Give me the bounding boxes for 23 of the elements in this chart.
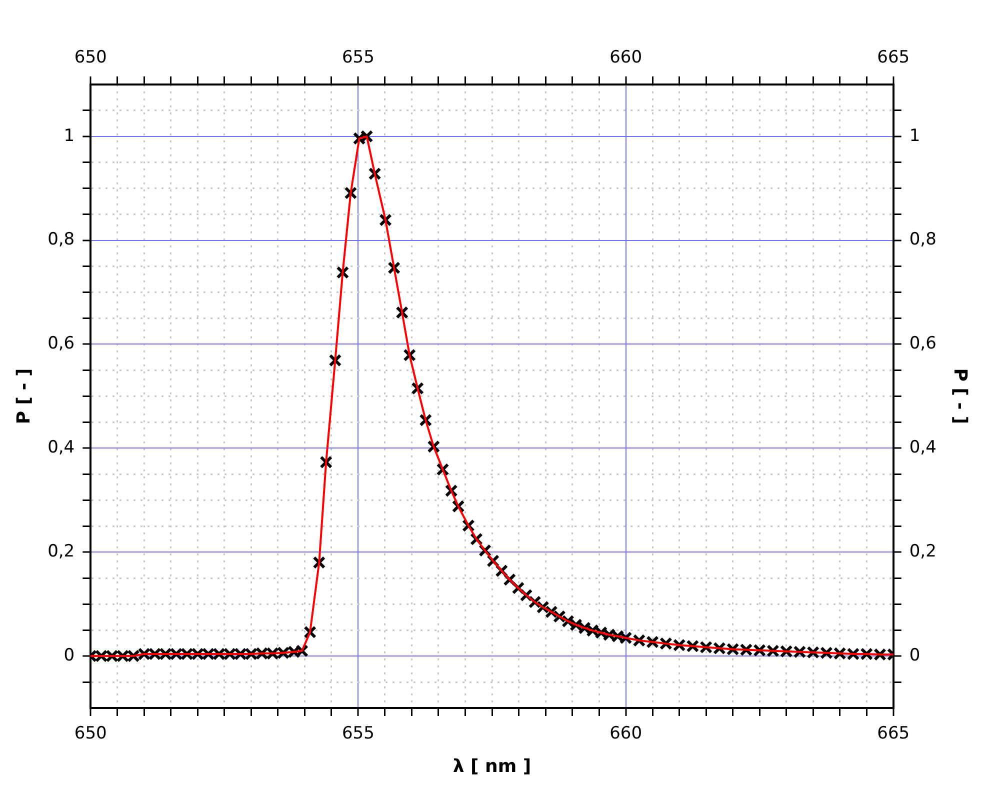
y-tick-label: 0,8: [48, 230, 75, 250]
y2-tick-label: 0,4: [909, 438, 936, 458]
x-tick-label: 655: [342, 724, 374, 744]
x2-tick-label: 660: [610, 48, 642, 68]
x2-tick-label: 665: [877, 48, 910, 68]
x2-tick-label: 650: [74, 48, 107, 68]
x2-tick-label: 655: [342, 48, 374, 68]
y2-axis-title: P [ - ]: [950, 368, 971, 424]
x-axis-title: λ [ nm ]: [452, 756, 532, 777]
y-tick-label: 0,2: [48, 542, 75, 562]
y-tick-label: 0: [64, 645, 75, 666]
y2-tick-label: 0,2: [909, 542, 936, 562]
x-tick-label: 650: [74, 724, 107, 744]
y-tick-label: 0,4: [48, 438, 75, 458]
y2-tick-label: 0: [909, 645, 920, 666]
y2-tick-label: 1: [909, 126, 920, 146]
y2-tick-label: 0,8: [909, 230, 936, 250]
x-tick-label: 665: [877, 724, 910, 744]
y-tick-label: 0,6: [48, 334, 75, 354]
y-axis-title: P [ - ]: [13, 368, 34, 424]
x-tick-label: 660: [610, 724, 642, 744]
y2-tick-label: 0,6: [909, 334, 936, 354]
y-tick-label: 1: [64, 126, 75, 146]
